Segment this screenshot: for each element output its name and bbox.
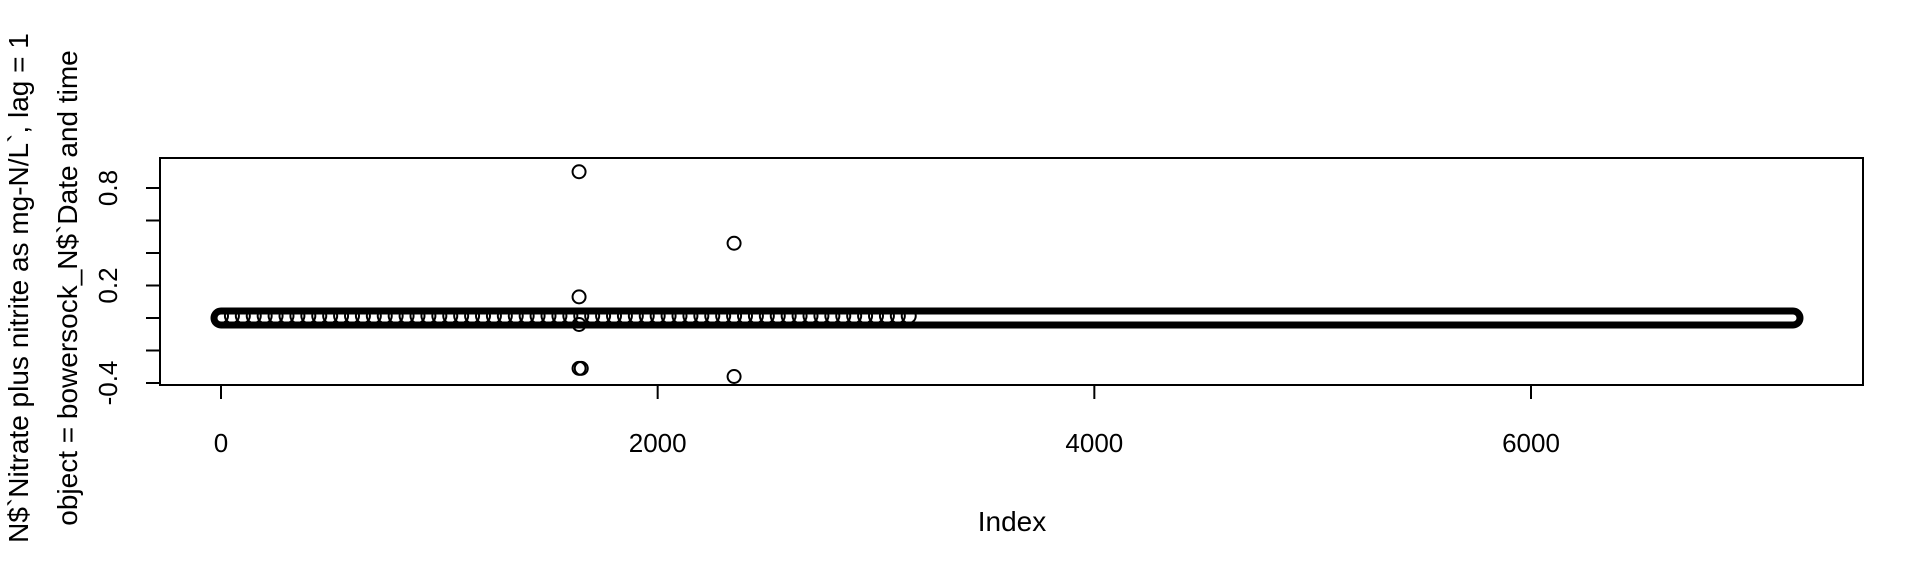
data-point	[571, 289, 587, 305]
data-point	[464, 308, 481, 324]
data-point	[606, 308, 622, 324]
data-point	[571, 317, 587, 332]
data-point	[245, 308, 262, 324]
data-point	[518, 308, 535, 324]
data-point	[562, 308, 579, 324]
data-point	[649, 308, 666, 324]
data-point	[824, 308, 841, 324]
data-point	[496, 308, 513, 324]
data-point	[300, 308, 317, 324]
data-point	[660, 308, 677, 324]
data-point	[737, 308, 753, 324]
data-point	[387, 308, 404, 324]
data-point	[311, 308, 328, 324]
data-point	[365, 308, 382, 324]
data-point	[802, 308, 819, 324]
data-point	[442, 308, 459, 324]
data-point	[573, 360, 589, 376]
data-point	[715, 308, 732, 324]
data-point	[507, 308, 524, 324]
data-point	[453, 308, 470, 324]
data-point	[420, 308, 437, 324]
data-point	[868, 308, 884, 324]
data-point	[758, 308, 775, 324]
data-point	[780, 308, 797, 324]
data-point	[213, 308, 229, 324]
data-point	[354, 308, 371, 324]
data-point	[475, 308, 491, 324]
y-axis-label-line-1: N$`Nitrate plus nitrite as mg-N/L`, lag …	[3, 33, 34, 543]
data-point	[289, 308, 306, 324]
data-point	[857, 308, 874, 324]
data-point	[835, 308, 852, 324]
data-point	[333, 308, 350, 324]
data-point	[671, 308, 688, 324]
data-point	[813, 308, 830, 324]
plot-box	[159, 157, 1864, 386]
data-point	[584, 308, 601, 324]
data-point	[846, 308, 863, 324]
x-tick-label: 2000	[629, 428, 687, 458]
data-point	[878, 308, 895, 324]
data-point	[322, 308, 339, 324]
data-point	[278, 308, 295, 324]
x-tick-label: 0	[214, 428, 228, 458]
data-point	[595, 308, 612, 324]
data-point	[627, 308, 644, 324]
data-point	[551, 308, 568, 324]
data-point	[529, 308, 546, 324]
data-point	[376, 308, 393, 324]
data-point	[682, 308, 699, 324]
data-point	[344, 308, 360, 324]
data-point	[431, 308, 448, 324]
data-point	[693, 308, 710, 324]
data-point	[573, 308, 590, 324]
data-point	[540, 308, 557, 324]
data-point	[726, 235, 742, 251]
data-point	[223, 308, 240, 324]
x-tick-label: 6000	[1502, 428, 1560, 458]
data-point	[485, 308, 502, 324]
data-point	[704, 308, 721, 324]
y-axis: -0.4 0.2 0.8	[93, 170, 161, 406]
data-point	[889, 308, 906, 324]
y-axis-label: N$`Nitrate plus nitrite as mg-N/L`, lag …	[3, 33, 83, 543]
data-point	[616, 308, 633, 324]
x-axis: 0 2000 4000 6000	[214, 384, 1560, 458]
data-point	[747, 308, 764, 324]
data-point	[409, 308, 426, 324]
x-tick-label: 4000	[1065, 428, 1123, 458]
y-tick-label: -0.4	[93, 361, 123, 406]
y-tick-label: 0.2	[93, 267, 123, 303]
x-axis-label: Index	[978, 506, 1047, 537]
data-point	[571, 164, 587, 180]
data-point	[398, 308, 415, 324]
data-point	[726, 308, 743, 324]
data-point	[791, 308, 808, 324]
data-point	[267, 308, 284, 324]
y-tick-label: 0.8	[93, 170, 123, 206]
data-point	[726, 369, 742, 384]
data-point	[638, 308, 655, 324]
data-point	[234, 308, 251, 324]
y-axis-label-line-2: object = bowersock_N$`Date and time	[52, 50, 83, 525]
data-point	[900, 308, 917, 324]
data-point	[769, 308, 786, 324]
data-point	[256, 308, 273, 324]
data-points	[210, 164, 1804, 384]
